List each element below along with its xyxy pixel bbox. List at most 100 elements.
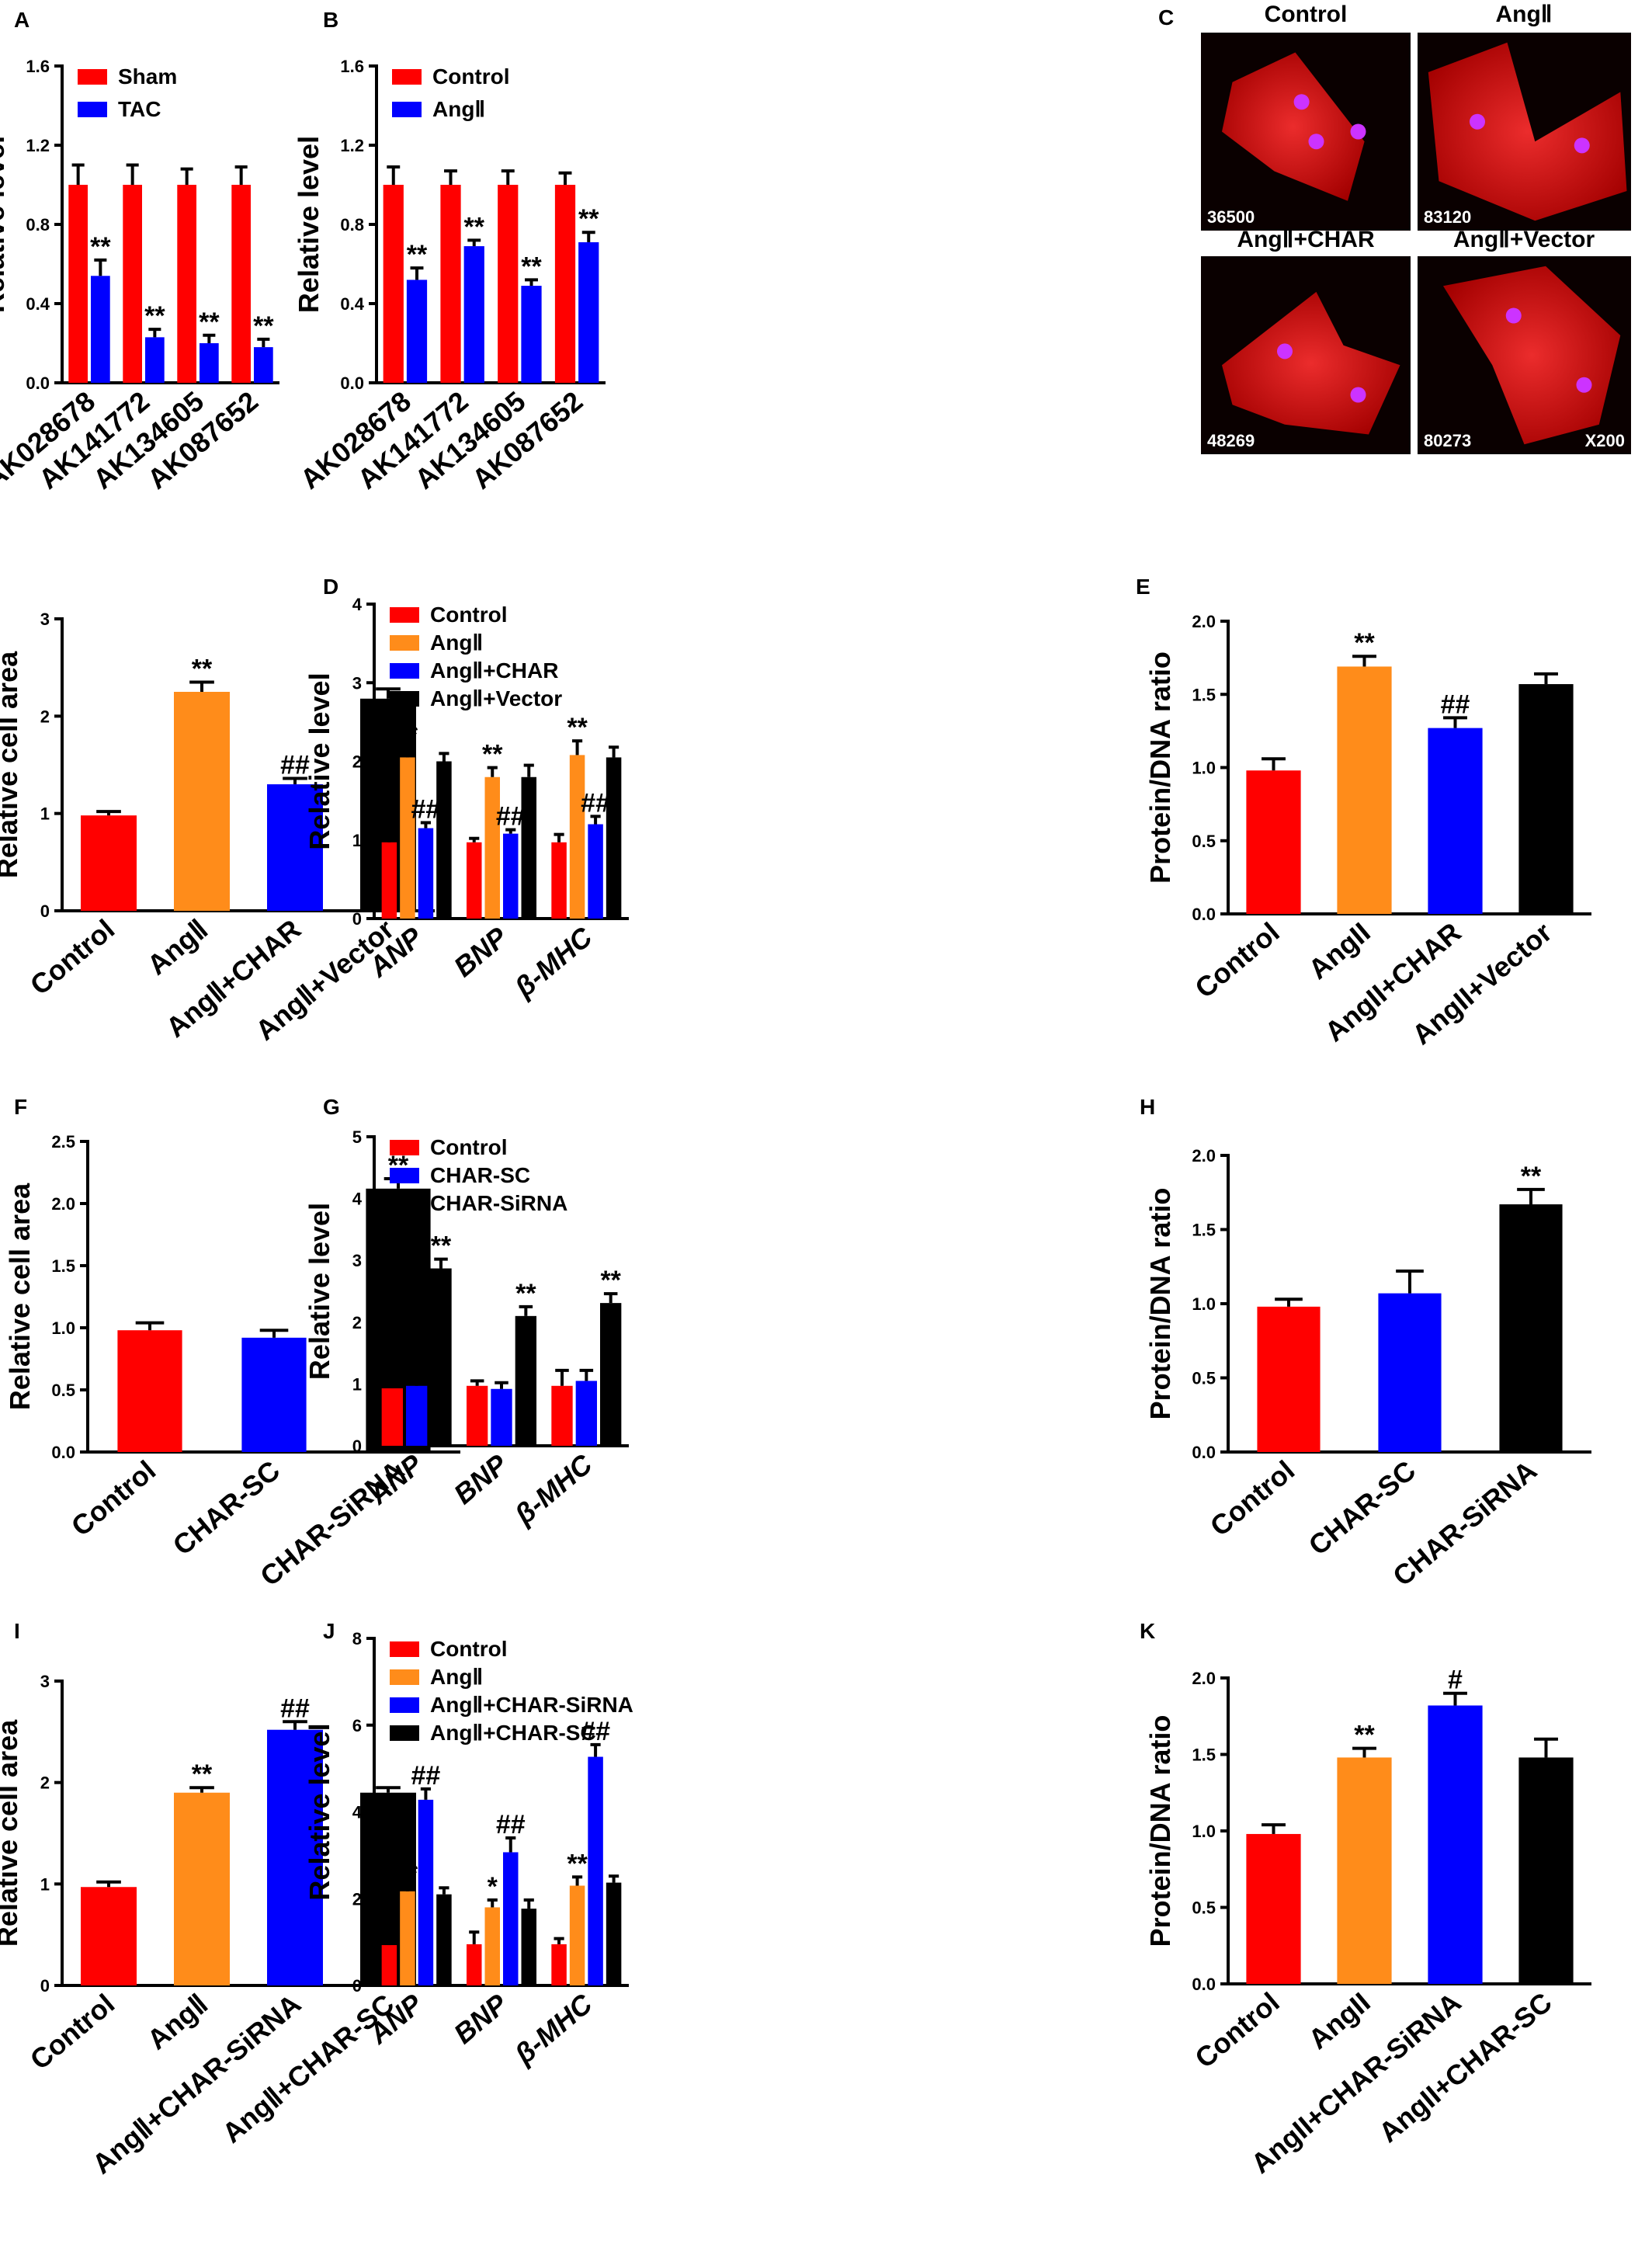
nucleus bbox=[1505, 307, 1522, 324]
legend-label: Control bbox=[430, 1637, 508, 1661]
bar bbox=[1378, 1293, 1442, 1452]
bar bbox=[267, 1729, 323, 1985]
panel-letter: H bbox=[1140, 1095, 1155, 1119]
bar bbox=[600, 1303, 622, 1446]
bar bbox=[1518, 1757, 1574, 1984]
x-category-label: BNP bbox=[448, 1987, 514, 2050]
x-category-label: BNP bbox=[448, 1447, 514, 1510]
legend-entry: CHAR-SC bbox=[390, 1163, 530, 1187]
significance-label: ** bbox=[431, 1231, 452, 1261]
y-tick-label: 1.5 bbox=[51, 1256, 75, 1276]
bar bbox=[174, 692, 230, 911]
significance-label: ** bbox=[407, 240, 428, 269]
panel-letter: I bbox=[14, 1619, 20, 1643]
bar-group: ** bbox=[68, 163, 111, 383]
bar bbox=[588, 1756, 603, 1985]
y-tick-label: 2.0 bbox=[1192, 612, 1216, 631]
y-tick-label: 1 bbox=[40, 804, 50, 824]
bar-group bbox=[81, 1880, 137, 1985]
legend-entry: AngⅡ bbox=[392, 97, 485, 121]
legend-label: Control bbox=[430, 1135, 508, 1159]
y-tick-label: 0.0 bbox=[340, 373, 364, 393]
y-tick-label: 0.0 bbox=[51, 1443, 75, 1462]
bar bbox=[484, 1907, 500, 1985]
bar bbox=[466, 842, 482, 919]
legend-swatch bbox=[390, 607, 419, 623]
significance-label: ## bbox=[581, 788, 610, 818]
legend-label: AngⅡ+Vector bbox=[430, 686, 562, 710]
significance-label: ** bbox=[1521, 1162, 1542, 1191]
significance-label: ** bbox=[567, 1849, 588, 1878]
bar bbox=[440, 185, 461, 383]
significance-label: ## bbox=[1441, 690, 1470, 719]
legend-label: TAC bbox=[118, 97, 161, 121]
significance-label: ** bbox=[521, 252, 542, 281]
bar bbox=[1518, 684, 1574, 914]
micrograph-title: AngⅡ+Vector bbox=[1453, 227, 1595, 252]
significance-label: ## bbox=[280, 751, 310, 780]
bar bbox=[551, 1385, 573, 1446]
significance-label: ** bbox=[482, 740, 503, 769]
y-tick-label: 1 bbox=[40, 1874, 50, 1894]
y-tick-label: 2 bbox=[40, 707, 50, 726]
y-axis-label: Relative level bbox=[304, 1723, 335, 1900]
y-axis-label: Relative cell area bbox=[0, 651, 23, 878]
legend-swatch bbox=[78, 69, 107, 85]
bar-group: ** bbox=[1499, 1162, 1563, 1452]
legend-entry: Control bbox=[392, 64, 510, 89]
legend-entry: Sham bbox=[78, 64, 177, 89]
legend-swatch bbox=[390, 691, 419, 707]
y-axis-label: Relative level bbox=[293, 136, 324, 313]
bar-group: ## bbox=[267, 751, 323, 911]
y-axis-label: Relative cell area bbox=[4, 1183, 36, 1410]
bar bbox=[254, 347, 273, 383]
bar bbox=[383, 185, 404, 383]
y-tick-label: 0 bbox=[352, 909, 362, 929]
x-category-label: β-MHC bbox=[508, 920, 599, 1003]
legend-label: Control bbox=[430, 603, 508, 627]
x-category-label: AngⅡ bbox=[141, 1988, 214, 2056]
panel-letter: D bbox=[323, 575, 338, 599]
bar-group: ** ## bbox=[551, 1717, 622, 1985]
bar bbox=[484, 776, 500, 919]
significance-label: ** bbox=[567, 713, 588, 742]
y-tick-label: 1.0 bbox=[1192, 759, 1216, 778]
y-tick-label: 3 bbox=[352, 1251, 362, 1270]
y-tick-label: 0.0 bbox=[1192, 905, 1216, 924]
nucleus bbox=[1293, 94, 1310, 110]
y-tick-label: 0.5 bbox=[51, 1381, 75, 1400]
bar bbox=[1337, 666, 1392, 914]
significance-label: ## bbox=[280, 1693, 310, 1723]
y-tick-label: 0.8 bbox=[340, 215, 364, 234]
y-tick-label: 0 bbox=[40, 1976, 50, 1996]
legend-swatch bbox=[390, 1641, 419, 1657]
bar-group: ** bbox=[383, 165, 428, 383]
significance-label: ## bbox=[411, 794, 441, 824]
bar bbox=[436, 761, 452, 919]
significance-label: ** bbox=[192, 1759, 213, 1789]
y-tick-label: 6 bbox=[352, 1716, 362, 1735]
bar bbox=[430, 1268, 452, 1446]
bar bbox=[381, 1945, 397, 1985]
y-tick-label: 0.4 bbox=[26, 294, 50, 314]
bar bbox=[521, 286, 542, 383]
chart-panel-h: H 0.0 0.5 1.0 1.5 2.0 Protein/DNA ratio Control… bbox=[1140, 1095, 1591, 1593]
significance-label: ** bbox=[600, 1266, 621, 1295]
bar bbox=[1246, 770, 1301, 914]
bar-group: ** bbox=[1337, 628, 1392, 914]
bar bbox=[578, 241, 599, 383]
y-tick-label: 4 bbox=[352, 595, 363, 614]
y-tick-label: 0 bbox=[40, 901, 50, 921]
significance-label: ** bbox=[199, 307, 220, 337]
bar bbox=[405, 1385, 428, 1446]
y-axis-label: Relative level bbox=[304, 1203, 335, 1380]
y-tick-label: 1.5 bbox=[1192, 1746, 1216, 1765]
legend-entry: AngⅡ+Vector bbox=[390, 686, 562, 710]
bar bbox=[569, 1885, 585, 1985]
micrograph-area-label: 36500 bbox=[1207, 207, 1255, 227]
x-category-label: BNP bbox=[448, 920, 514, 983]
bar-group bbox=[81, 810, 137, 911]
